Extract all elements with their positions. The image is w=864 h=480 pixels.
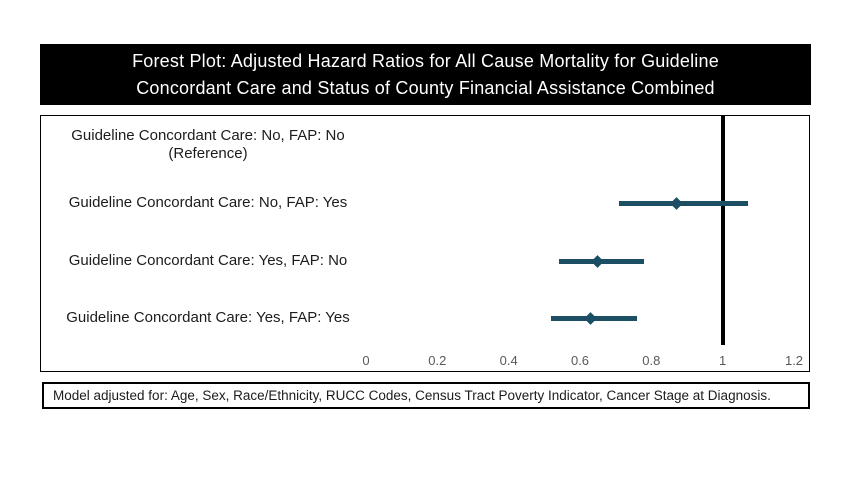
chart-title-line-2: Concordant Care and Status of County Fin… xyxy=(136,77,715,98)
x-axis-tick-label: 0.4 xyxy=(499,353,518,368)
x-axis-tick-label: 0.6 xyxy=(570,353,590,368)
forest-plot-area: Guideline Concordant Care: No, FAP: No (R… xyxy=(40,115,810,372)
row-label: Guideline Concordant Care: Yes, FAP: Yes xyxy=(43,309,373,327)
x-axis-tick-label: 1.2 xyxy=(784,353,804,368)
row-label-line: Guideline Concordant Care: Yes, FAP: No xyxy=(68,252,348,269)
x-axis-tick-label: 0.2 xyxy=(428,353,447,368)
chart-title-line-1: Forest Plot: Adjusted Hazard Ratios for … xyxy=(132,50,719,71)
reference-line-hr-1 xyxy=(720,116,725,345)
row-label-line: Guideline Concordant Care: Yes, FAP: Yes xyxy=(66,309,350,326)
row-label: Guideline Concordant Care: No, FAP: Yes xyxy=(43,194,373,212)
row-label-line: (Reference) xyxy=(168,145,248,162)
row-label: Guideline Concordant Care: Yes, FAP: No xyxy=(43,252,373,270)
x-axis-tick-label: 1 xyxy=(719,353,727,368)
row-label-line: Guideline Concordant Care: No, FAP: Yes xyxy=(68,194,348,211)
chart-title-bar: Forest Plot: Adjusted Hazard Ratios for … xyxy=(40,44,811,105)
confidence-interval-line xyxy=(619,200,748,206)
point-estimate-diamond xyxy=(584,311,598,325)
row-label-line: Guideline Concordant Care: No, FAP: No xyxy=(71,127,345,144)
x-axis-tick-label: 0 xyxy=(362,353,370,368)
footnote-box: Model adjusted for: Age, Sex, Race/Ethni… xyxy=(42,382,810,409)
point-estimate-diamond xyxy=(669,196,683,210)
point-estimate-diamond xyxy=(591,254,605,268)
footnote-text: Model adjusted for: Age, Sex, Race/Ethni… xyxy=(53,388,771,403)
x-axis-tick-label: 0.8 xyxy=(642,353,661,368)
row-label: Guideline Concordant Care: No, FAP: No (R… xyxy=(43,127,373,163)
